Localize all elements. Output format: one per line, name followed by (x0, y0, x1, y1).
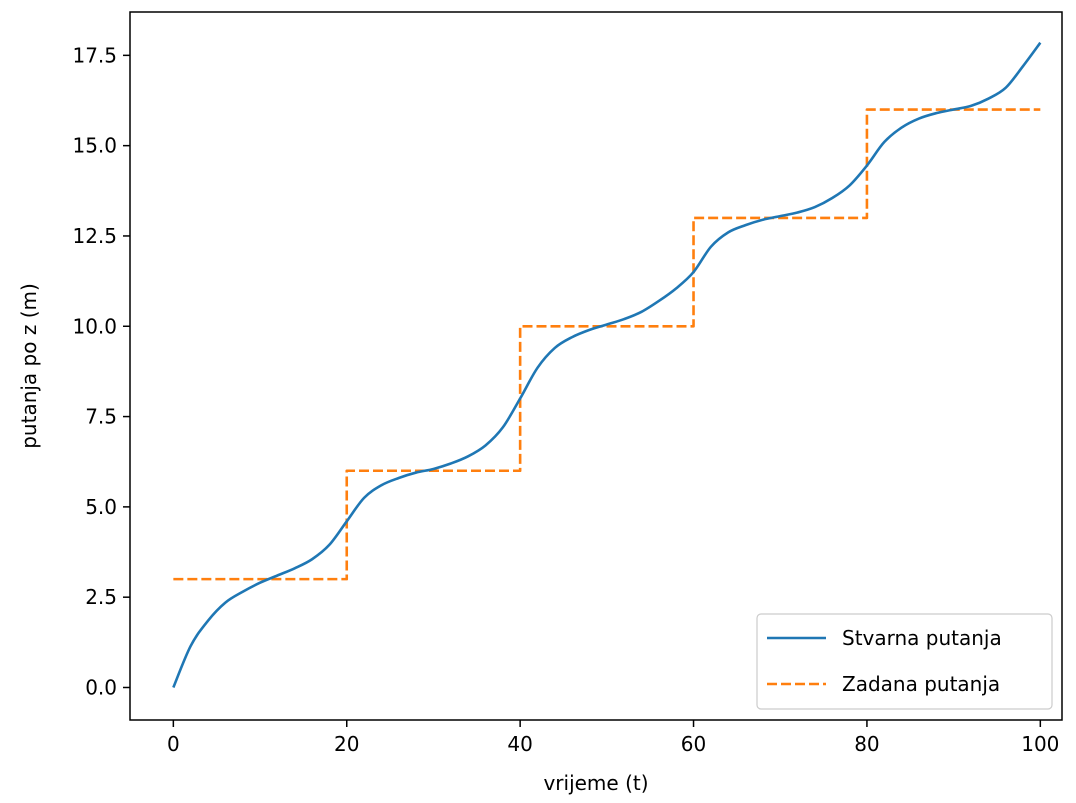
y-tick-label: 17.5 (72, 43, 117, 67)
x-axis-ticks: 0 20 40 60 80 100 (167, 720, 1059, 756)
plot-frame (129, 11, 1063, 721)
series-line-stvarna-putanja (172, 41, 1042, 688)
x-tick-label: 0 (167, 732, 180, 756)
y-tick-label: 2.5 (85, 585, 117, 609)
y-tick-label: 0.0 (85, 675, 117, 699)
y-tick-label: 5.0 (85, 495, 117, 519)
y-axis-ticks: 0.0 2.5 5.0 7.5 10.0 12.5 15.0 17.5 (72, 43, 130, 699)
series-layer (172, 41, 1042, 688)
y-tick-label: 15.0 (72, 134, 117, 158)
plot-area (129, 11, 1063, 721)
legend-box (756, 613, 1053, 710)
y-tick-label: 7.5 (85, 405, 117, 429)
y-tick-label: 12.5 (72, 224, 117, 248)
legend-label-stvarna: Stvarna putanja (842, 626, 1002, 650)
x-tick-label: 20 (334, 732, 359, 756)
legend-label-zadana: Zadana putanja (842, 672, 1000, 696)
x-tick-label: 60 (681, 732, 706, 756)
x-tick-label: 80 (854, 732, 879, 756)
y-axis-label: putanja po z (m) (17, 283, 41, 449)
x-tick-label: 40 (507, 732, 532, 756)
x-axis-label: vrijeme (t) (543, 771, 648, 795)
legend: Stvarna putanja Zadana putanja (756, 613, 1053, 710)
y-tick-label: 10.0 (72, 314, 117, 338)
x-tick-label: 100 (1021, 732, 1059, 756)
